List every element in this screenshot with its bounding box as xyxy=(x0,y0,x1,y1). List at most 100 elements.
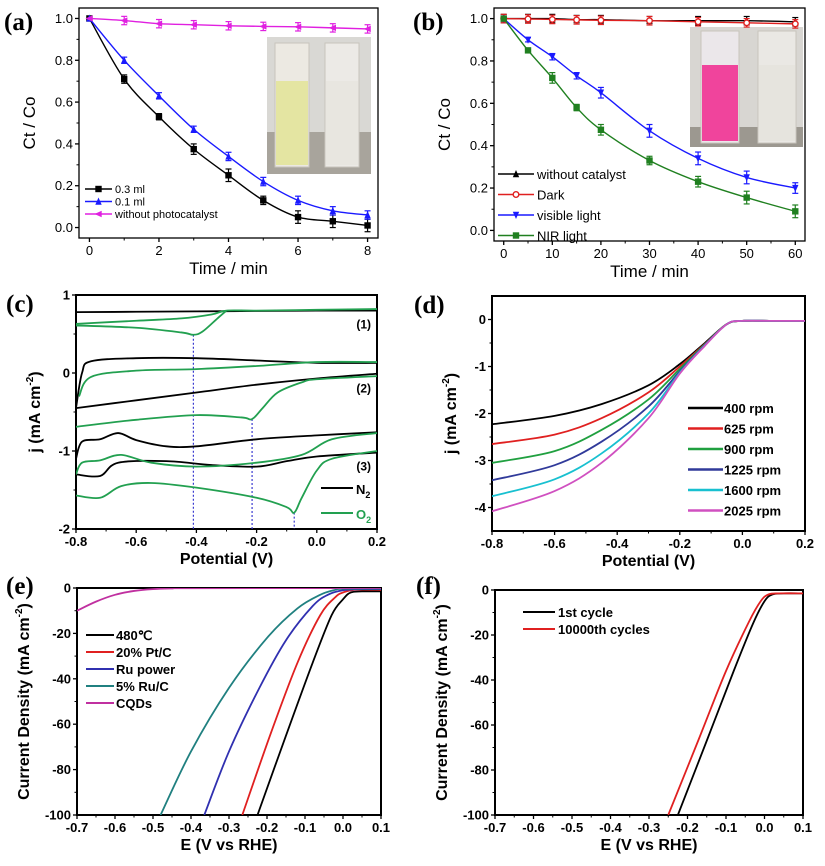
yellow-solution xyxy=(276,81,308,165)
x-tick-label: -0.3 xyxy=(638,820,660,835)
y-tick-label: -100 xyxy=(463,808,489,823)
panel-c: -0.8 -0.6 -0.4 -0.2 0.0 0.2 -2 -1 0 1 (c) Potential… xyxy=(6,288,386,569)
y-tick-label: 0 xyxy=(64,581,71,596)
data-point xyxy=(224,22,232,29)
x-tick-label: -0.2 xyxy=(256,820,278,835)
x-tick-label: 0.2 xyxy=(796,536,814,551)
x-tick-label: 2 xyxy=(155,243,162,258)
series-line xyxy=(76,375,377,428)
x-tick-label: 0.1 xyxy=(794,820,812,835)
y-axis-label: Ct / Co xyxy=(435,98,454,151)
data-point xyxy=(329,218,337,225)
clear-solution xyxy=(759,65,795,141)
y-tick-label: -1 xyxy=(474,359,486,374)
y-tick-label: -60 xyxy=(470,718,489,733)
legend-label: Ru power xyxy=(116,662,175,677)
x-tick-label: -0.6 xyxy=(522,820,544,835)
data-point xyxy=(328,24,337,32)
y-tick-label: 0 xyxy=(482,583,489,598)
legend: 1st cycle 10000th cycles xyxy=(523,605,650,637)
y-tick-label: -1 xyxy=(58,444,70,459)
y-tick-label: 0.2 xyxy=(470,181,488,196)
data-point xyxy=(294,213,302,221)
y-tick-label: -20 xyxy=(470,628,489,643)
x-tick-label: 50 xyxy=(739,246,753,261)
x-tick-label: -0.6 xyxy=(104,820,126,835)
series-group xyxy=(76,308,377,514)
y-tick-label: 0.0 xyxy=(55,220,73,235)
panel-label: (c) xyxy=(6,291,34,318)
x-tick-label: -0.5 xyxy=(142,820,164,835)
data-point xyxy=(646,157,653,164)
legend-marker xyxy=(95,185,102,193)
series-line xyxy=(76,308,377,325)
data-point xyxy=(524,47,532,54)
series-group xyxy=(77,588,381,815)
x-tick-label: -0.6 xyxy=(543,536,565,551)
x-tick-label: 40 xyxy=(691,246,705,261)
y-tick-label: 1.0 xyxy=(470,11,488,26)
series-line xyxy=(76,451,377,478)
data-point xyxy=(573,104,580,111)
data-point xyxy=(743,194,750,201)
y-tick-label: 0.4 xyxy=(470,138,488,153)
x-tick-label: -0.4 xyxy=(185,534,208,549)
legend-label: Dark xyxy=(537,188,565,203)
legend-label: 1225 rpm xyxy=(724,463,781,478)
y-tick-label: 0 xyxy=(479,312,486,327)
series-group xyxy=(500,13,799,219)
x-tick-label: 0 xyxy=(86,243,93,258)
legend-label: N2 xyxy=(356,482,370,500)
data-point xyxy=(792,208,799,215)
legend-label: 20% Pt/C xyxy=(116,645,172,660)
data-point xyxy=(573,72,580,80)
panel-e: -0.7 -0.6 -0.5 -0.4 -0.3 -0.2 -0.1 0.0 0.1 -100 -8… xyxy=(6,573,390,854)
x-tick-label: 8 xyxy=(364,243,371,258)
data-point xyxy=(189,21,197,28)
series-line xyxy=(76,309,228,336)
legend-label: 10000th cycles xyxy=(558,622,650,637)
y-tick-label: -2 xyxy=(58,522,70,537)
x-tick-label: 6 xyxy=(294,243,301,258)
data-point xyxy=(549,74,556,82)
curve-annotation: (2) xyxy=(356,382,371,396)
series-group xyxy=(85,14,371,233)
data-point xyxy=(190,125,197,133)
series-line xyxy=(76,450,377,514)
legend-label: visible light xyxy=(537,208,601,223)
legend-label: 625 rpm xyxy=(724,422,774,437)
y-axis-label: Current Density (mA cm-2) xyxy=(432,604,451,801)
x-tick-label: 60 xyxy=(788,246,802,261)
x-tick-label: -0.5 xyxy=(561,820,583,835)
x-tick-label: -0.7 xyxy=(484,820,506,835)
data-point xyxy=(573,16,581,24)
legend-label: NIR light xyxy=(537,229,587,244)
x-tick-label: -0.1 xyxy=(294,820,316,835)
legend-marker xyxy=(512,211,520,219)
x-axis-label: Potential (V) xyxy=(602,553,695,570)
y-tick-label: -4 xyxy=(474,500,486,515)
y-axis-label: j (mA cm-2) xyxy=(25,371,44,453)
series-line xyxy=(203,588,381,815)
data-point xyxy=(500,15,507,22)
series-line xyxy=(76,431,377,460)
legend: without catalyst Dark visible light NIR lig… xyxy=(498,167,626,244)
y-axis-label: Current Density (mA cm-2) xyxy=(14,603,33,800)
legend-label: 480℃ xyxy=(116,628,152,643)
data-point xyxy=(364,211,371,219)
data-point xyxy=(694,178,702,185)
data-point xyxy=(597,126,605,133)
x-tick-label: -0.2 xyxy=(669,536,691,551)
series-group xyxy=(492,319,805,513)
data-point xyxy=(155,113,163,120)
panel-label: (e) xyxy=(6,573,34,600)
data-point xyxy=(743,19,751,27)
legend-label: 400 rpm xyxy=(724,401,774,416)
data-point xyxy=(364,222,371,229)
series-line xyxy=(76,356,377,409)
legend-label: 0.1 ml xyxy=(115,197,145,209)
y-tick-label: -2 xyxy=(474,406,486,421)
data-point xyxy=(260,197,267,204)
